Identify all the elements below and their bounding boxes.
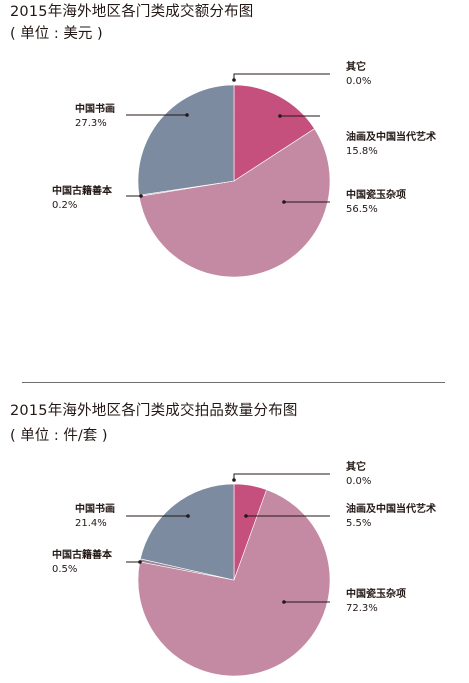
slice-value-label: 56.5% (346, 204, 378, 215)
slice-name-label: 中国瓷玉杂项 (346, 587, 406, 600)
leader-dot (282, 200, 286, 204)
slice-name-label: 其它 (346, 60, 366, 73)
pie-slice (233, 84, 315, 182)
slice-value-label: 21.4% (75, 518, 107, 529)
slice-name-label: 中国书画 (75, 502, 115, 515)
leader-dot (244, 514, 248, 518)
slice-value-label: 72.3% (346, 603, 378, 614)
pie-slice (138, 128, 331, 278)
leader-dot (232, 78, 236, 82)
slice-value-label: 0.2% (52, 200, 77, 211)
slice-value-label: 0.5% (52, 564, 77, 575)
leader-line (233, 473, 330, 480)
pie-slice (137, 84, 235, 196)
leader-dot (282, 600, 286, 604)
slice-value-label: 27.3% (75, 118, 107, 129)
chart-subtitle: ( 单位 : 件/套 ) (10, 428, 108, 444)
slice-name-label: 油画及中国当代艺术 (346, 130, 436, 143)
slice-name-label: 中国古籍善本 (52, 184, 113, 197)
leader-line (233, 73, 330, 80)
divider (22, 382, 445, 383)
leader-dot (232, 478, 236, 482)
leader-dot (185, 113, 189, 117)
slice-value-label: 0.0% (346, 476, 371, 487)
pie-chart-amount: 油画及中国当代艺术 15.8% 中国瓷玉杂项 56.5% 中国古籍善本 0.2% 中国书画 2… (52, 60, 436, 278)
leader-dot (278, 114, 282, 118)
slice-value-label: 0.0% (346, 76, 371, 87)
leader-dot (139, 194, 143, 198)
chart-title: 2015年海外地区各门类成交拍品数量分布图 (10, 403, 298, 419)
pie-slice (140, 483, 235, 581)
pie-slice (137, 489, 331, 677)
slice-value-label: 15.8% (346, 146, 378, 157)
leader-dot (186, 514, 190, 518)
leader-dot (138, 560, 142, 564)
chart-subtitle: ( 单位 : 美元 ) (10, 26, 103, 42)
chart-title: 2015年海外地区各门类成交额分布图 (10, 4, 254, 20)
slice-name-label: 中国古籍善本 (52, 548, 113, 561)
slice-name-label: 中国书画 (75, 102, 115, 115)
slice-name-label: 中国瓷玉杂项 (346, 188, 406, 201)
slice-value-label: 5.5% (346, 518, 371, 529)
slice-name-label: 油画及中国当代艺术 (346, 502, 436, 515)
slice-name-label: 其它 (346, 460, 366, 473)
